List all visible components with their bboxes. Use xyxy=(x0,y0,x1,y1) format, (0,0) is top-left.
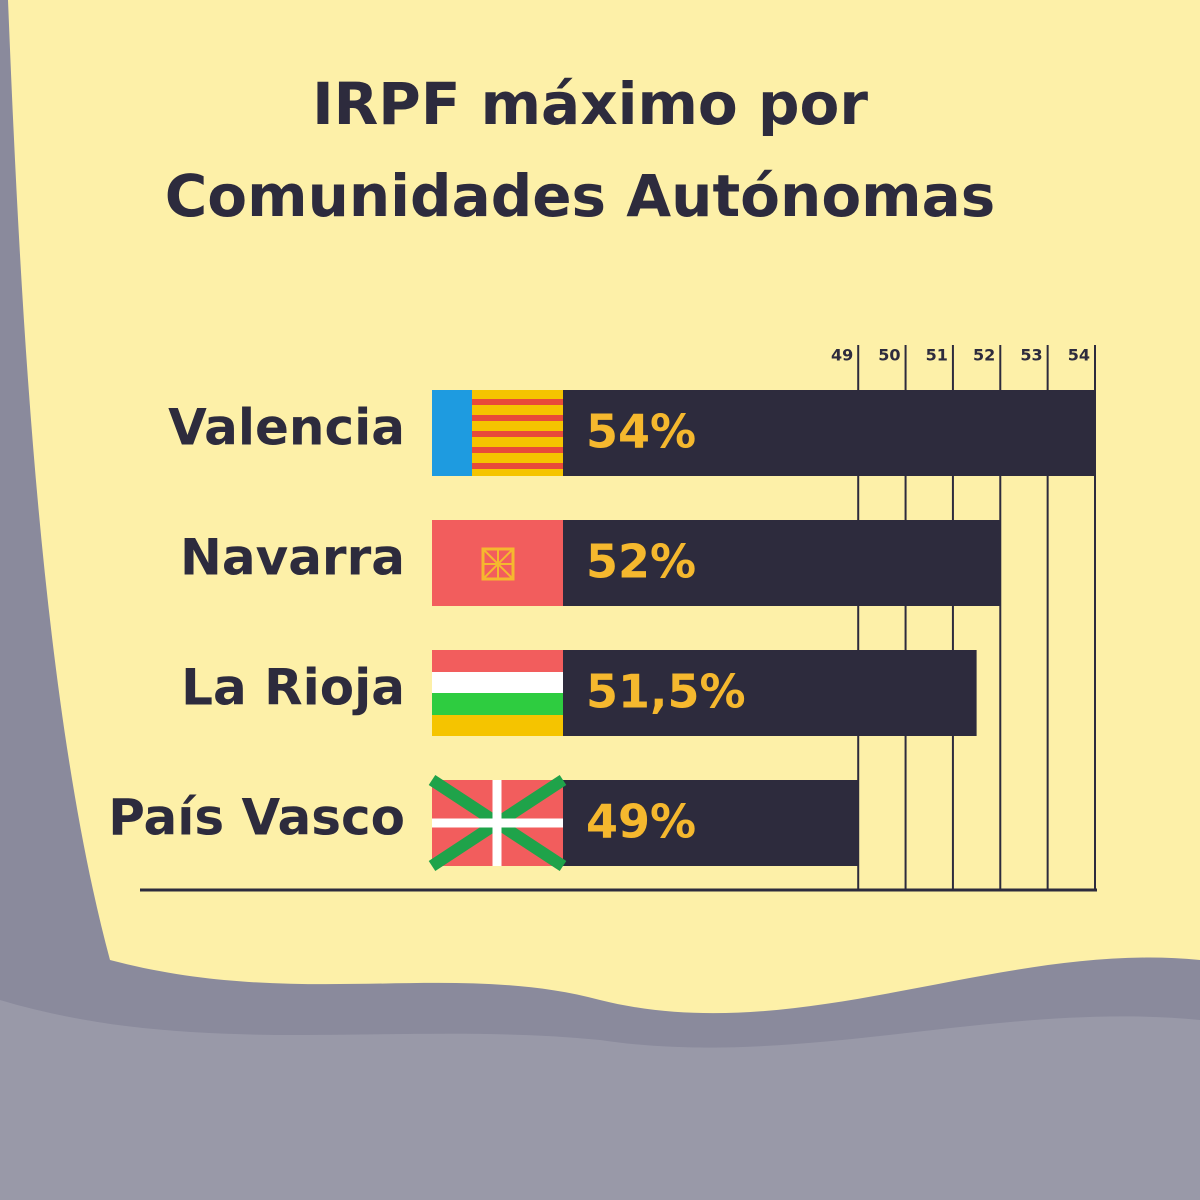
flag xyxy=(432,715,563,736)
y-tick-label: Valencia xyxy=(168,399,405,457)
decor-band xyxy=(0,1000,1200,1200)
x-tick-label: 52 xyxy=(973,346,995,365)
x-tick-label: 50 xyxy=(878,346,900,365)
flag xyxy=(432,672,563,693)
value-label: 52% xyxy=(586,535,696,589)
flag-stripes xyxy=(472,399,563,469)
x-tick-label: 54 xyxy=(1068,346,1090,365)
x-tick-label: 49 xyxy=(831,346,853,365)
flag-emblem xyxy=(482,548,514,580)
y-tick-label: La Rioja xyxy=(181,659,405,717)
chart-title: Comunidades Autónomas xyxy=(165,162,996,230)
flag xyxy=(432,693,563,715)
x-tick-label: 53 xyxy=(1020,346,1042,365)
chart-title: IRPF máximo por xyxy=(312,70,868,138)
flags xyxy=(428,390,567,872)
value-label: 54% xyxy=(586,405,696,459)
value-label: 49% xyxy=(586,795,696,849)
flag-cross xyxy=(432,780,563,866)
flag xyxy=(432,390,472,476)
y-tick-label: Navarra xyxy=(180,529,405,587)
y-tick-label: País Vasco xyxy=(108,789,405,847)
x-tick-label: 51 xyxy=(926,346,948,365)
value-label: 51,5% xyxy=(586,665,746,719)
flag xyxy=(432,650,563,672)
